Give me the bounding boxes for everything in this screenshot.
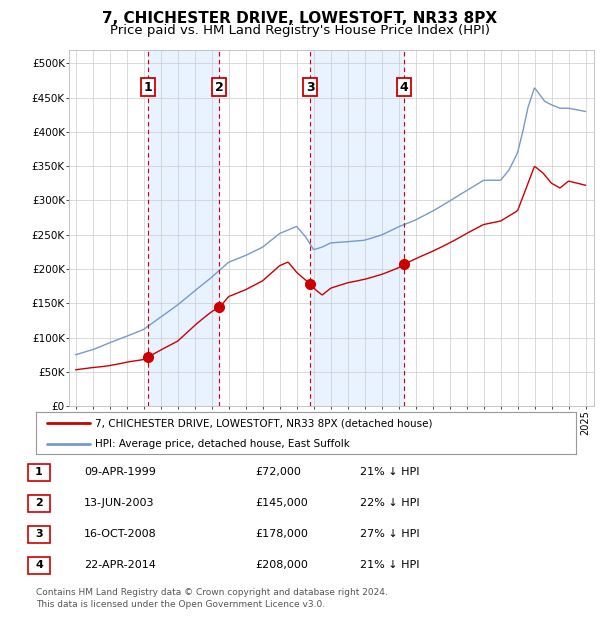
Text: 2: 2 <box>35 498 43 508</box>
Text: 13-JUN-2003: 13-JUN-2003 <box>84 498 155 508</box>
Text: 7, CHICHESTER DRIVE, LOWESTOFT, NR33 8PX (detached house): 7, CHICHESTER DRIVE, LOWESTOFT, NR33 8PX… <box>95 418 433 428</box>
Text: 22% ↓ HPI: 22% ↓ HPI <box>360 498 419 508</box>
Text: 3: 3 <box>35 529 43 539</box>
Text: £72,000: £72,000 <box>255 467 301 477</box>
Text: £145,000: £145,000 <box>255 498 308 508</box>
Text: 4: 4 <box>35 560 43 570</box>
Text: 1: 1 <box>35 467 43 477</box>
Text: 1: 1 <box>144 81 153 94</box>
Text: Contains HM Land Registry data © Crown copyright and database right 2024.: Contains HM Land Registry data © Crown c… <box>36 588 388 597</box>
Text: 2: 2 <box>215 81 224 94</box>
Text: £178,000: £178,000 <box>255 529 308 539</box>
Bar <box>148 50 220 406</box>
Text: 22-APR-2014: 22-APR-2014 <box>84 560 156 570</box>
Text: 21% ↓ HPI: 21% ↓ HPI <box>360 467 419 477</box>
Text: 7, CHICHESTER DRIVE, LOWESTOFT, NR33 8PX: 7, CHICHESTER DRIVE, LOWESTOFT, NR33 8PX <box>103 11 497 25</box>
Text: Price paid vs. HM Land Registry's House Price Index (HPI): Price paid vs. HM Land Registry's House … <box>110 24 490 37</box>
Text: HPI: Average price, detached house, East Suffolk: HPI: Average price, detached house, East… <box>95 439 350 449</box>
Text: This data is licensed under the Open Government Licence v3.0.: This data is licensed under the Open Gov… <box>36 600 325 609</box>
Bar <box>310 50 404 406</box>
Text: 09-APR-1999: 09-APR-1999 <box>84 467 156 477</box>
Text: £208,000: £208,000 <box>255 560 308 570</box>
Text: 21% ↓ HPI: 21% ↓ HPI <box>360 560 419 570</box>
Text: 27% ↓ HPI: 27% ↓ HPI <box>360 529 419 539</box>
Text: 3: 3 <box>306 81 314 94</box>
Text: 16-OCT-2008: 16-OCT-2008 <box>84 529 157 539</box>
Text: 4: 4 <box>400 81 408 94</box>
